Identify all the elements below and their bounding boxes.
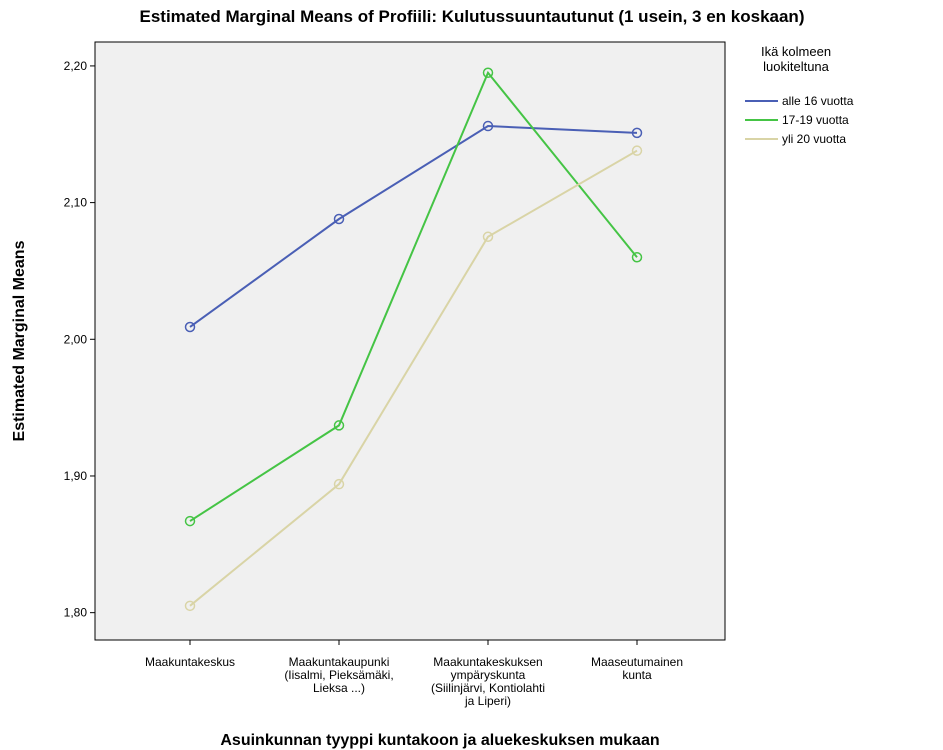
legend-label: alle 16 vuotta (782, 94, 854, 108)
point (631, 252, 643, 263)
series-line (189, 125, 638, 328)
x-axis-label: Asuinkunnan tyyppi kuntakoon ja aluekesk… (220, 732, 659, 749)
point (333, 420, 345, 431)
y-tick-label: 2,00 (64, 332, 88, 346)
point (184, 600, 196, 612)
y-tick-label: 1,80 (64, 606, 88, 620)
point (184, 515, 196, 527)
y-tick-label: 2,10 (64, 196, 88, 210)
series-line (189, 70, 638, 522)
series-line (189, 149, 638, 607)
legend-label: 17-19 vuotta (782, 113, 849, 127)
x-tick-label: Maakuntakeskus (145, 655, 235, 669)
point (333, 213, 345, 225)
legend-label: yli 20 vuotta (782, 132, 846, 146)
legend-title: Ikä kolmeen luokiteltuna (761, 44, 831, 74)
y-tick-label: 1,90 (64, 469, 88, 483)
chart-title: Estimated Marginal Means of Profiili: Ku… (140, 7, 805, 26)
x-tick-label: Maaseutumainen kunta (591, 655, 683, 682)
point (333, 478, 345, 490)
x-tick-label: Maakuntakaupunki (Iisalmi, Pieksämäki, Lie… (284, 655, 393, 695)
point (631, 127, 643, 139)
point (184, 321, 196, 333)
point (482, 67, 494, 79)
plot-area (94, 41, 726, 641)
y-axis-label: Estimated Marginal Means (11, 240, 28, 441)
point (482, 120, 494, 132)
point (482, 231, 494, 243)
y-tick-label: 2,20 (64, 59, 88, 73)
x-tick-label: Maakuntakeskuksen ympäryskunta (Siilinjärv… (431, 655, 545, 708)
point (631, 145, 643, 156)
